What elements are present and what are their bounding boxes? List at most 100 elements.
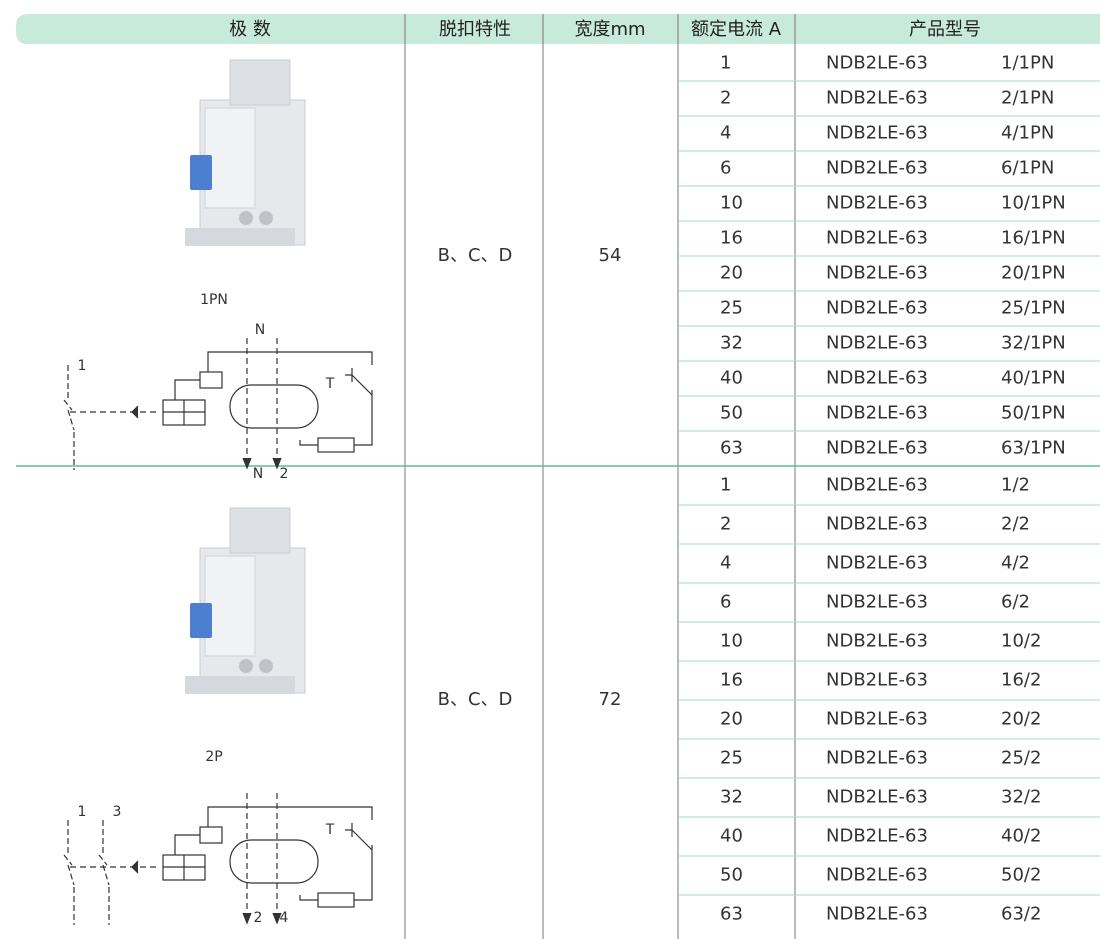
model-name: NDB2LE-63 [826, 263, 928, 284]
model-name: NDB2LE-63 [826, 865, 928, 886]
model-name: NDB2LE-63 [826, 53, 928, 74]
switch [63, 820, 75, 925]
rated-current: 32 [720, 787, 743, 808]
model-suffix: 20/2 [1001, 709, 1041, 730]
model-suffix: 1/2 [1001, 475, 1030, 496]
model-name: NDB2LE-63 [826, 787, 928, 808]
model-suffix: 63/1PN [1001, 438, 1066, 459]
product-photo [185, 507, 306, 694]
coil [199, 371, 223, 389]
model-name: NDB2LE-63 [826, 298, 928, 319]
diagram-label: 2 [254, 910, 263, 926]
model-name: NDB2LE-63 [826, 368, 928, 389]
width-mm: 72 [599, 689, 622, 710]
breaker-handle [190, 155, 212, 190]
rated-current: 25 [720, 298, 743, 319]
product-photo [185, 59, 306, 246]
model-suffix: 50/2 [1001, 865, 1041, 886]
rated-current: 63 [720, 438, 743, 459]
rated-current: 2 [720, 88, 731, 109]
model-name: NDB2LE-63 [826, 123, 928, 144]
model-name: NDB2LE-63 [826, 826, 928, 847]
bus [207, 806, 373, 901]
model-suffix: 32/2 [1001, 787, 1041, 808]
diagram-label: T [325, 376, 335, 392]
model-suffix: 20/1PN [1001, 263, 1066, 284]
breaker-front [204, 555, 256, 657]
arrow [242, 912, 252, 925]
coil-lead [174, 834, 200, 855]
model-name: NDB2LE-63 [826, 88, 928, 109]
arrow [242, 457, 252, 470]
model-name: NDB2LE-63 [826, 193, 928, 214]
rated-current: 32 [720, 333, 743, 354]
test-button [345, 823, 373, 851]
rated-current: 6 [720, 158, 731, 179]
model-suffix: 6/1PN [1001, 158, 1054, 179]
model-suffix: 4/2 [1001, 553, 1030, 574]
switch [98, 820, 110, 925]
rated-current: 50 [720, 865, 743, 886]
rated-current: 1 [720, 475, 731, 496]
toroid [229, 839, 319, 884]
diagram-label: N [253, 466, 263, 482]
terminal [239, 211, 253, 225]
coil-lead [174, 379, 200, 400]
model-name: NDB2LE-63 [826, 709, 928, 730]
circuit-diagram [63, 338, 373, 470]
model-suffix: 25/1PN [1001, 298, 1066, 319]
rated-current: 40 [720, 368, 743, 389]
diagram-label: N [255, 322, 265, 338]
rated-current: 1 [720, 53, 731, 74]
model-suffix: 1/1PN [1001, 53, 1054, 74]
model-suffix: 10/2 [1001, 631, 1041, 652]
diagram-label: 1 [78, 358, 87, 374]
terminal [239, 659, 253, 673]
breaker-top [229, 507, 291, 554]
rated-current: 4 [720, 123, 731, 144]
mech-arrow [131, 405, 139, 419]
model-name: NDB2LE-63 [826, 514, 928, 535]
breaker-handle [190, 603, 212, 638]
resistor [317, 892, 355, 908]
diagram-label: T [325, 822, 335, 838]
breaker-front [204, 107, 256, 209]
toroid [229, 384, 319, 429]
pole-label: 1PN [200, 292, 228, 308]
trip-type: B、C、D [438, 245, 513, 266]
model-name: NDB2LE-63 [826, 904, 928, 925]
breaker-base [185, 228, 295, 246]
model-suffix: 2/2 [1001, 514, 1030, 535]
model-suffix: 10/1PN [1001, 193, 1066, 214]
model-suffix: 32/1PN [1001, 333, 1066, 354]
terminal [259, 659, 273, 673]
rated-current: 10 [720, 193, 743, 214]
model-suffix: 40/2 [1001, 826, 1041, 847]
circuit-diagram [63, 793, 373, 925]
arrow [272, 912, 282, 925]
model-name: NDB2LE-63 [826, 631, 928, 652]
model-name: NDB2LE-63 [826, 333, 928, 354]
rated-current: 50 [720, 403, 743, 424]
model-name: NDB2LE-63 [826, 228, 928, 249]
pole-label: 2P [205, 749, 222, 765]
model-suffix: 50/1PN [1001, 403, 1066, 424]
rated-current: 40 [720, 826, 743, 847]
rated-current: 16 [720, 228, 743, 249]
breaker-top [229, 59, 291, 106]
breaker-base [185, 676, 295, 694]
rated-current: 63 [720, 904, 743, 925]
model-name: NDB2LE-63 [826, 475, 928, 496]
rated-current: 16 [720, 670, 743, 691]
mech-arrow [131, 860, 139, 874]
header-cell: 极 数 [229, 19, 271, 40]
rated-current: 25 [720, 748, 743, 769]
model-name: NDB2LE-63 [826, 553, 928, 574]
test-button [345, 368, 373, 396]
model-suffix: 16/1PN [1001, 228, 1066, 249]
header-bar [16, 14, 1100, 44]
model-name: NDB2LE-63 [826, 438, 928, 459]
rated-current: 10 [720, 631, 743, 652]
model-name: NDB2LE-63 [826, 748, 928, 769]
